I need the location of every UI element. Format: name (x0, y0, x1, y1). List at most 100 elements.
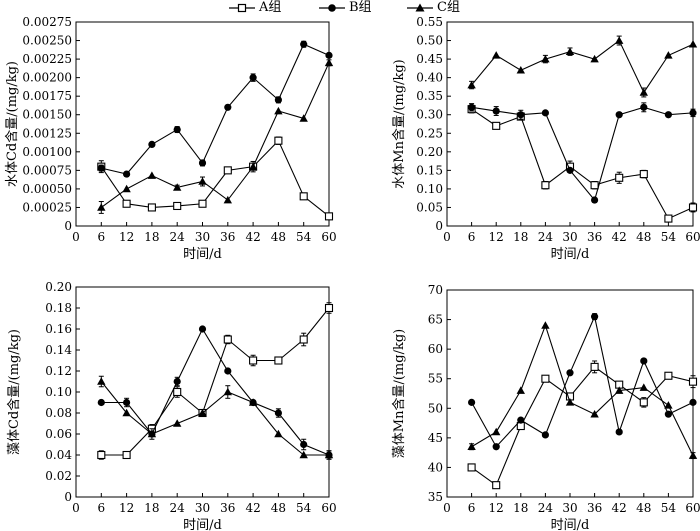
x-tick-label: 60 (321, 230, 336, 244)
data-point (274, 106, 283, 115)
data-point (615, 36, 624, 44)
y-tick-label: 0.00075 (22, 163, 72, 177)
x-tick-label: 48 (271, 230, 286, 244)
x-tick-label: 36 (587, 501, 602, 515)
chart-top-right: 0 6 12 18 24 30 36 42 48 54 60 0 0.05 0.10 0.15 0.20 0.2… (391, 15, 700, 262)
x-tick-label: 0 (443, 230, 451, 244)
y-tick-label: 0.00175 (22, 89, 72, 103)
y-tick-label: 0.02 (45, 469, 72, 483)
x-axis-label: 时间/d (183, 247, 222, 262)
y-tick-label: 0.20 (416, 145, 443, 159)
y-tick-label: 0.04 (45, 448, 72, 462)
legend-marker-triangle-icon (407, 3, 433, 12)
series-line (471, 39, 694, 94)
data-point (223, 195, 232, 204)
series-line (471, 323, 694, 456)
y-tick-label: 45 (428, 431, 443, 445)
data-point (615, 111, 623, 119)
data-point (468, 103, 476, 111)
data-point (299, 335, 308, 344)
data-point (590, 54, 599, 63)
data-point (173, 201, 182, 211)
y-tick-label: 0.00150 (22, 108, 72, 122)
data-point (689, 398, 697, 406)
legend-label-c: C组 (437, 0, 460, 15)
data-point (590, 181, 599, 190)
series-triangle-filled (467, 35, 698, 98)
x-tick-label: 12 (119, 501, 134, 515)
chart-bottom-right: 0 6 12 18 24 30 36 42 48 54 60 35 40 45 50 55 60 65 70 时间/d… (391, 283, 700, 531)
data-point (565, 398, 575, 406)
data-point (97, 203, 106, 211)
data-point (565, 47, 575, 55)
legend-item-c: C组 (406, 0, 460, 16)
data-point (468, 398, 476, 406)
x-axis-label: 时间/d (183, 518, 222, 531)
chart-top-left: 0 6 12 18 24 30 36 42 48 54 60 0 0.00025 0.00050 0.000… (4, 15, 337, 262)
data-point (689, 109, 697, 117)
legend-marker-square-icon (229, 3, 255, 13)
y-tick-label: 0.14 (45, 343, 72, 357)
data-point (198, 408, 207, 417)
legend: A组 B组 C组 (0, 0, 700, 16)
data-point (467, 442, 476, 451)
data-point (688, 451, 698, 459)
data-point (492, 443, 500, 451)
x-tick-label: 48 (636, 230, 651, 244)
data-point (517, 416, 525, 424)
x-tick-label: 0 (72, 501, 80, 515)
data-point (248, 398, 258, 406)
x-tick-label: 0 (443, 501, 451, 515)
y-tick-label: 0.10 (45, 385, 72, 399)
data-point (664, 51, 673, 59)
data-point (224, 367, 232, 375)
x-tick-label: 6 (468, 230, 476, 244)
data-point (615, 386, 624, 394)
data-point (325, 51, 333, 59)
y-tick-label: 0.00050 (22, 182, 72, 196)
x-tick-label: 18 (513, 501, 528, 515)
data-point (97, 398, 105, 407)
data-point (173, 387, 182, 397)
data-point (541, 181, 550, 190)
y-tick-label: 0.00100 (22, 145, 72, 159)
x-tick-label: 24 (170, 501, 186, 515)
y-tick-label: 0.25 (416, 126, 443, 140)
data-point (324, 58, 334, 67)
y-tick-label: 70 (428, 283, 443, 297)
x-tick-label: 60 (685, 501, 700, 515)
plot-frame (75, 21, 330, 227)
data-point (591, 196, 599, 204)
series-square-open (97, 136, 334, 221)
y-tick-label: 0.15 (416, 163, 443, 177)
x-tick-label: 42 (245, 501, 260, 515)
series-line (471, 106, 694, 202)
x-tick-label: 54 (661, 230, 677, 244)
x-tick-label: 18 (144, 501, 159, 515)
data-point (274, 96, 282, 104)
y-tick-label: 0.20 (45, 280, 72, 294)
data-point (97, 450, 106, 460)
data-point (467, 463, 476, 472)
data-point (467, 80, 476, 89)
legend-label-a: A组 (259, 0, 282, 15)
data-point (688, 377, 698, 386)
data-point (492, 121, 501, 130)
y-tick-label: 35 (428, 490, 443, 504)
y-tick-label: 0.12 (45, 364, 72, 378)
series-line (100, 381, 329, 456)
x-tick-label: 6 (468, 501, 476, 515)
series-triangle-filled (467, 321, 698, 460)
y-tick-label: 0.30 (416, 108, 443, 122)
y-tick-label: 0.00250 (22, 34, 72, 48)
data-point (516, 66, 525, 74)
y-tick-label: 0 (435, 219, 443, 233)
data-point (640, 357, 648, 365)
data-point (122, 450, 131, 460)
y-tick-label: 0.18 (45, 301, 72, 315)
y-tick-label: 0.40 (416, 71, 443, 85)
legend-marker-circle-icon (319, 4, 345, 12)
x-tick-label: 36 (220, 501, 235, 515)
data-point (492, 51, 501, 59)
